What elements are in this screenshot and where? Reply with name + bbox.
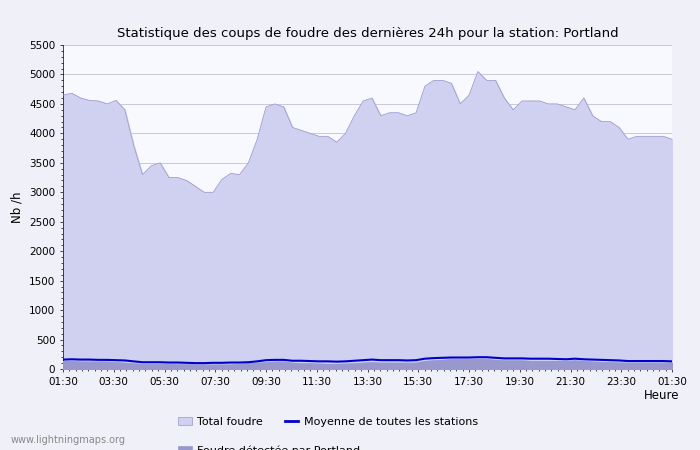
Title: Statistique des coups de foudre des dernières 24h pour la station: Portland: Statistique des coups de foudre des dern… <box>117 27 618 40</box>
Text: Heure: Heure <box>643 389 679 402</box>
Text: www.lightningmaps.org: www.lightningmaps.org <box>10 435 125 445</box>
Legend: Foudre détectée par Portland: Foudre détectée par Portland <box>178 446 360 450</box>
Y-axis label: Nb /h: Nb /h <box>10 191 24 223</box>
